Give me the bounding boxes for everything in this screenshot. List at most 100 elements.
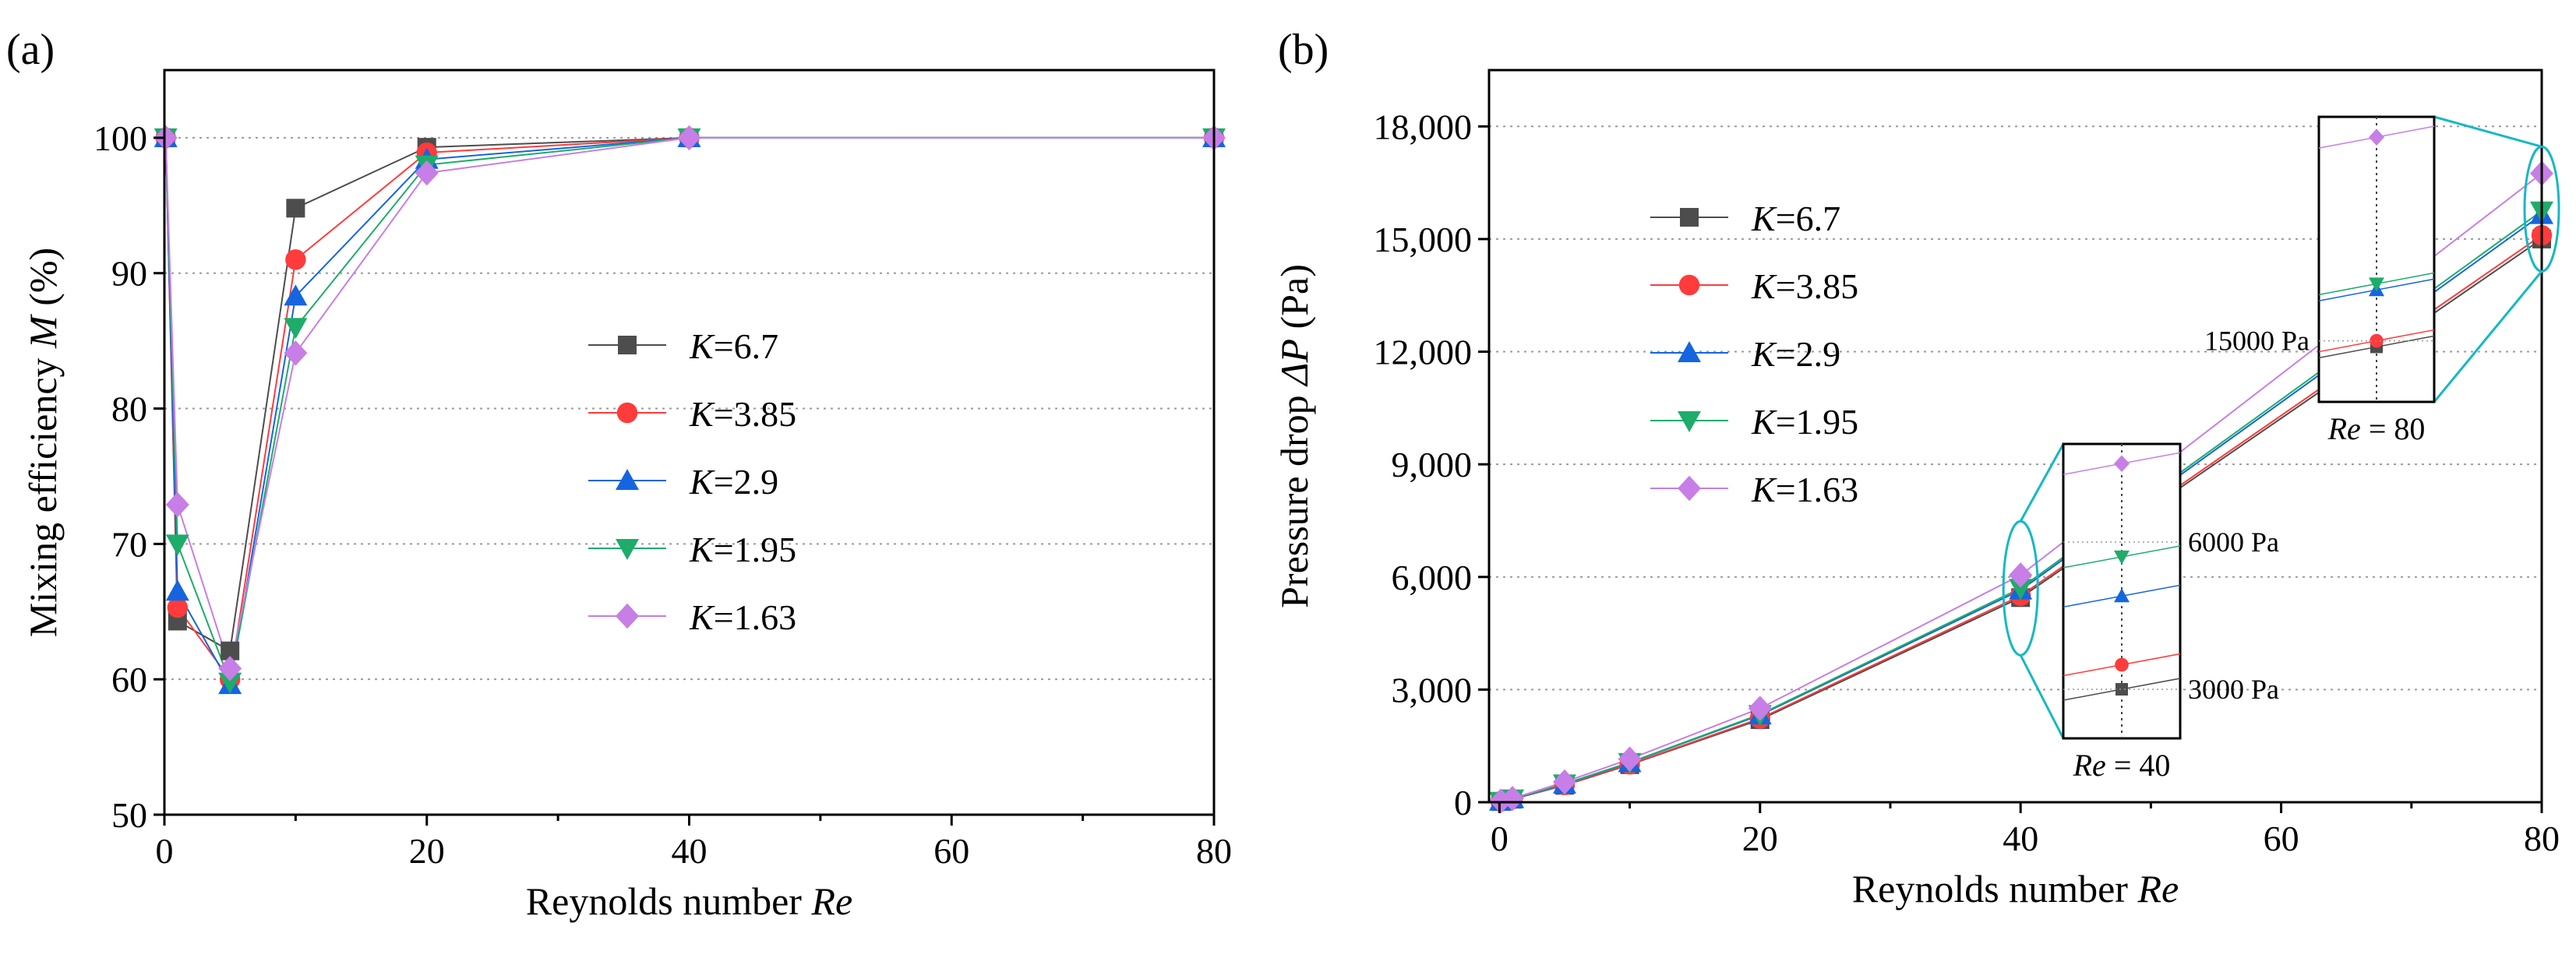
data-point [415,160,439,186]
plot-frame [163,69,1216,816]
panel-a: 0 20 40 60 80 50 60 70 80 90 100 Reynolds number Re… [6,26,1232,923]
legend-label: K=6.7 [689,326,778,366]
data-point [677,125,701,151]
legend: K=6.7 K=3.85 K=2.9 K=1.95 K=1.63 [588,326,796,637]
inset-data-point [2369,129,2384,146]
x-tick-label: 80 [1196,831,1232,871]
inset-data-point [2114,588,2130,603]
legend-label: K=3.85 [1751,266,1858,306]
legend-label: K=1.95 [689,530,796,569]
inset-caption: Re = 80 [2327,411,2426,446]
y-tick-label: 50 [111,795,147,835]
y-tick-label: 9,000 [1392,445,1473,484]
zoom-connector [2019,654,2065,739]
inset-re40: 6000 Pa 3000 Pa Re = 40 [2002,442,2279,783]
legend-entry-2: K=2.9 [588,462,778,502]
y-tick-label: 18,000 [1374,107,1473,146]
legend-label: K=2.9 [689,462,778,502]
legend-label: K=3.85 [689,394,796,434]
data-point [167,597,189,618]
panel-b: 0 20 40 60 80 0 3,000 6,000 9,000 12,000 15,000 18,… [1272,26,2560,910]
inset-re80: 15000 Pa Re = 80 [2204,115,2560,446]
x-tick-label: 0 [156,831,174,871]
data-point [284,318,308,340]
y-axis-title: Mixing efficiency M (%) [21,248,65,637]
zoom-connector [2433,115,2542,148]
data-point [2009,562,2033,588]
legend-label: K=1.63 [689,597,796,637]
legend-marker [1678,411,1701,432]
inset-ref-label: 6000 Pa [2188,527,2279,558]
legend-label: K=6.7 [1751,199,1840,238]
data-point [154,125,178,151]
data-point [284,340,308,366]
legend-entry-3: K=1.95 [588,530,796,569]
y-tick-label: 80 [111,389,147,429]
legend-marker [1680,208,1699,227]
legend-marker [618,336,637,354]
x-tick-label: 80 [2524,819,2560,858]
y-tick-label: 3,000 [1392,670,1473,710]
data-point [1501,785,1525,812]
zoom-connector [2019,443,2065,522]
plot-frame [1487,69,2543,804]
inset-data-point [2114,550,2130,565]
data-point [218,656,242,682]
x-tick-label: 20 [1742,819,1778,858]
legend-label: K=1.63 [1751,470,1858,509]
panel-label: (b) [1278,26,1329,74]
x-tick-label: 40 [2003,819,2038,858]
x-tick-label: 60 [2264,819,2299,858]
inset-ref-label: 15000 Pa [2204,326,2310,357]
y-tick-label: 90 [111,254,147,294]
data-point [165,491,189,518]
x-tick-label: 60 [933,831,969,871]
data-point [284,284,308,306]
data-point [1748,696,1772,721]
legend-entry-0: K=6.7 [1650,199,1840,238]
legend-label: K=2.9 [1751,334,1840,374]
legend-entry-3: K=1.95 [1650,402,1858,442]
y-tick-label: 60 [111,660,147,699]
legend-marker [1678,475,1701,502]
data-point [218,672,242,694]
y-axis-title: Pressure drop ΔP (Pa) [1272,264,1316,608]
legend-label: K=1.95 [1751,402,1858,442]
legend-marker [616,402,638,424]
data-point [285,249,306,270]
x-axis-title: Reynolds number Re [1852,867,2179,910]
legend-entry-0: K=6.7 [588,326,778,366]
inset-data-point [2115,683,2128,696]
legend-entry-1: K=3.85 [1650,266,1858,306]
legend-entry-1: K=3.85 [588,394,796,434]
data-point [1552,769,1576,795]
inset-frame [2317,115,2436,403]
y-tick-label: 0 [1454,783,1472,822]
data-point [165,534,189,556]
legend-entry-4: K=1.63 [1650,470,1858,509]
data-point [165,579,189,601]
inset-data-point [2369,277,2384,292]
x-tick-label: 40 [672,831,708,871]
legend: K=6.7 K=3.85 K=2.9 K=1.95 K=1.63 [1650,199,1858,509]
inset-ref-label: 3000 Pa [2188,674,2279,705]
data-point [1618,746,1642,772]
legend-entry-4: K=1.63 [588,597,796,637]
x-tick-label: 20 [409,831,445,871]
legend-marker [616,603,639,629]
legend-marker [1678,341,1701,362]
data-point [286,199,305,218]
legend-marker [616,539,639,560]
legend-marker [616,469,639,490]
zoom-connector [2433,270,2543,403]
panel-label: (a) [6,26,55,74]
y-tick-label: 6,000 [1392,558,1473,597]
inset-caption: Re = 40 [2073,748,2171,783]
inset-data-point [2114,455,2130,472]
data-point [2009,579,2033,601]
y-tick-label: 70 [111,524,147,564]
y-tick-label: 12,000 [1374,333,1473,372]
legend-entry-2: K=2.9 [1650,334,1840,374]
legend-marker [1678,274,1700,296]
